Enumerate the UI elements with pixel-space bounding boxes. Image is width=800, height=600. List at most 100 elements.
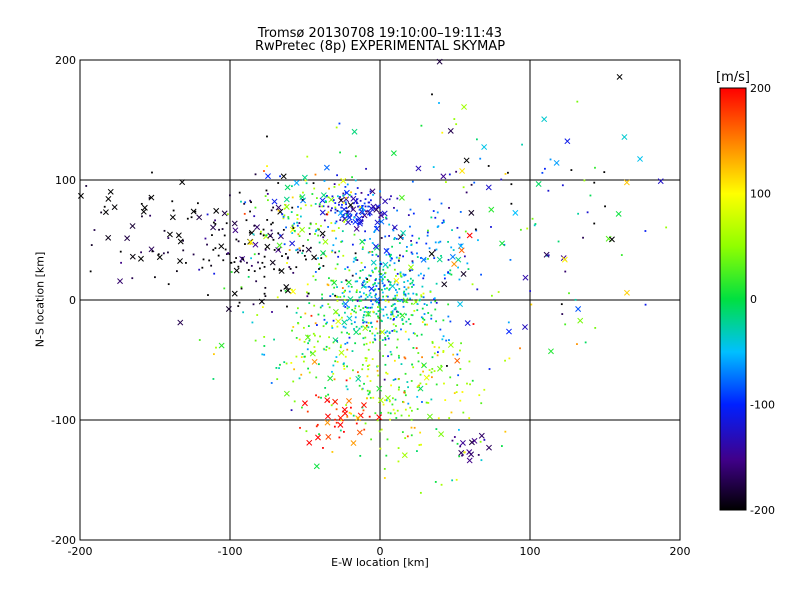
data-point-x (284, 184, 291, 191)
data-point-dot (358, 327, 361, 330)
data-point-dot (214, 219, 216, 222)
data-point-dot (396, 272, 399, 275)
data-point-dot (376, 365, 379, 368)
data-point-dot (288, 249, 291, 251)
data-point-dot (317, 313, 320, 316)
data-point-dot (594, 327, 597, 329)
data-point-dot (363, 320, 366, 323)
data-point-dot (267, 199, 269, 202)
data-point-dot (396, 310, 398, 313)
data-point-x (441, 281, 448, 288)
data-point-x (377, 397, 384, 404)
data-point-dot (367, 368, 370, 371)
data-point-dot (265, 234, 268, 237)
data-point-x (327, 375, 334, 382)
data-point-dot (417, 385, 419, 388)
data-point-x (522, 274, 529, 281)
data-point-dot (285, 253, 287, 255)
data-point-dot (418, 384, 420, 387)
data-point-dot (372, 396, 375, 399)
data-point-dot (286, 305, 288, 308)
data-point-dot (392, 323, 395, 326)
data-point-dot (344, 306, 347, 308)
data-point-dot (207, 294, 209, 296)
data-point-dot (401, 319, 404, 322)
data-point-dot (363, 343, 366, 346)
data-point-x (459, 439, 466, 446)
data-point-dot (561, 184, 564, 187)
data-point-dot (362, 292, 365, 295)
data-point-x (289, 240, 296, 247)
data-point-dot (388, 253, 391, 256)
data-point-x (328, 196, 335, 203)
data-point-dot (458, 278, 461, 281)
data-point-dot (327, 211, 330, 214)
data-point-dot (397, 259, 400, 262)
data-point-x (196, 214, 203, 221)
data-point-dot (247, 275, 250, 278)
data-point-dot (346, 183, 349, 186)
colorbar-tick-label: -100 (750, 399, 775, 412)
data-point-dot (367, 205, 370, 208)
data-point-x (436, 58, 443, 65)
data-point-dot (351, 308, 354, 311)
data-point-dot (302, 249, 304, 252)
data-point-x (548, 348, 554, 355)
data-point-dot (354, 193, 357, 195)
data-point-dot (433, 257, 436, 260)
data-point-dot (371, 325, 373, 328)
data-point-dot (361, 363, 364, 366)
data-point-dot (421, 401, 423, 403)
data-point-dot (455, 123, 458, 126)
data-point-dot (333, 229, 336, 232)
data-point-x (299, 194, 306, 200)
data-point-dot (172, 209, 175, 212)
data-point-dot (345, 213, 348, 216)
data-point-dot (387, 411, 390, 414)
data-point-dot (348, 194, 351, 196)
data-point-dot (328, 277, 330, 280)
data-point-dot (263, 255, 266, 258)
data-point-dot (331, 249, 334, 252)
data-point-dot (194, 210, 197, 213)
data-point-dot (286, 262, 288, 264)
data-point-dot (393, 303, 396, 305)
data-point-dot (374, 288, 377, 291)
data-point-x (376, 385, 383, 392)
data-point-dot (478, 394, 481, 397)
data-point-x (335, 318, 342, 325)
data-point-dot (410, 418, 413, 421)
data-point-dot (307, 325, 310, 327)
data-point-dot (436, 211, 439, 214)
data-point-dot (343, 295, 346, 298)
data-point-dot (457, 266, 459, 269)
data-point-dot (541, 171, 544, 174)
data-point-dot (371, 332, 374, 335)
data-point-dot (298, 377, 301, 380)
data-point-dot (350, 312, 352, 315)
data-point-dot (397, 388, 400, 391)
data-point-x (383, 247, 390, 254)
data-point-dot (292, 326, 295, 328)
data-point-dot (375, 327, 378, 330)
data-point-dot (437, 417, 440, 420)
data-point-dot (410, 244, 413, 247)
data-point-dot (332, 244, 335, 247)
data-point-dot (381, 282, 384, 285)
data-point-dot (238, 191, 241, 194)
data-point-dot (372, 271, 374, 274)
data-point-dot (469, 383, 471, 386)
data-point-dot (488, 368, 491, 370)
data-point-dot (560, 303, 563, 306)
data-point-dot (357, 205, 359, 208)
data-point-dot (416, 309, 419, 312)
data-point-dot (430, 216, 433, 219)
data-point-dot (317, 227, 319, 230)
data-point-x (166, 231, 173, 238)
data-point-dot (273, 249, 276, 251)
data-point-dot (250, 201, 252, 204)
data-point-dot (353, 310, 356, 313)
data-point-dot (354, 256, 357, 259)
data-point-dot (404, 437, 407, 439)
data-point-dot (336, 209, 339, 212)
